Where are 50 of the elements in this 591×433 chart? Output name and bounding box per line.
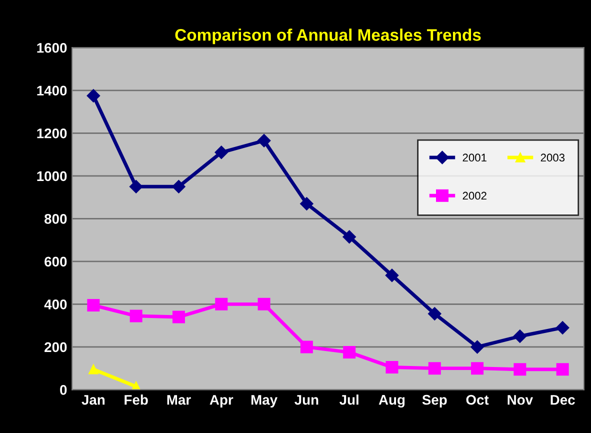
x-tick-label: Feb bbox=[124, 394, 148, 405]
point bbox=[300, 197, 314, 210]
point bbox=[129, 180, 143, 194]
y-tick-label: 0 bbox=[60, 385, 67, 395]
point bbox=[88, 364, 98, 374]
point bbox=[556, 321, 570, 334]
point bbox=[215, 298, 228, 310]
point bbox=[130, 310, 142, 322]
point bbox=[513, 330, 527, 343]
point bbox=[300, 340, 313, 354]
point bbox=[514, 363, 526, 376]
legend-label: 2002 bbox=[462, 192, 486, 200]
point bbox=[86, 89, 100, 102]
y-tick-label: 400 bbox=[44, 300, 67, 310]
y-tick-label: 600 bbox=[44, 256, 67, 267]
point bbox=[385, 268, 399, 282]
point bbox=[257, 134, 271, 148]
point bbox=[258, 298, 270, 310]
chart-title: Comparison of Annual Measles Trends bbox=[175, 28, 481, 44]
x-tick-label: Mar bbox=[167, 395, 191, 405]
legend-label: 2003 bbox=[540, 154, 565, 162]
point bbox=[428, 307, 442, 320]
y-tick-label: 1000 bbox=[37, 171, 67, 182]
x-tick-label: Apr bbox=[210, 395, 234, 408]
point bbox=[428, 362, 441, 375]
x-tick-label: Dec bbox=[550, 395, 575, 405]
point bbox=[172, 180, 186, 194]
x-tick-label: Oct bbox=[466, 394, 489, 405]
point bbox=[470, 340, 484, 354]
legend-label: 2001 bbox=[462, 154, 486, 162]
y-tick-label: 800 bbox=[44, 214, 67, 224]
x-tick-label: Jul bbox=[340, 394, 358, 405]
point bbox=[343, 346, 356, 359]
point bbox=[471, 362, 484, 375]
y-tick-label: 1600 bbox=[37, 42, 67, 53]
y-tick-label: 1400 bbox=[37, 86, 67, 96]
x-tick-label: Jun bbox=[294, 395, 318, 405]
point bbox=[342, 230, 356, 244]
point bbox=[172, 310, 185, 324]
point bbox=[556, 363, 569, 376]
point bbox=[214, 146, 228, 159]
point bbox=[386, 361, 398, 374]
point bbox=[87, 299, 100, 312]
x-tick-label: Jan bbox=[82, 395, 105, 405]
y-tick-label: 1200 bbox=[37, 128, 67, 138]
y-tick-label: 200 bbox=[44, 342, 67, 352]
x-tick-label: Aug bbox=[378, 395, 405, 408]
x-tick-label: Nov bbox=[508, 395, 533, 405]
x-tick-label: May bbox=[251, 395, 278, 408]
x-tick-label: Sep bbox=[422, 394, 447, 408]
